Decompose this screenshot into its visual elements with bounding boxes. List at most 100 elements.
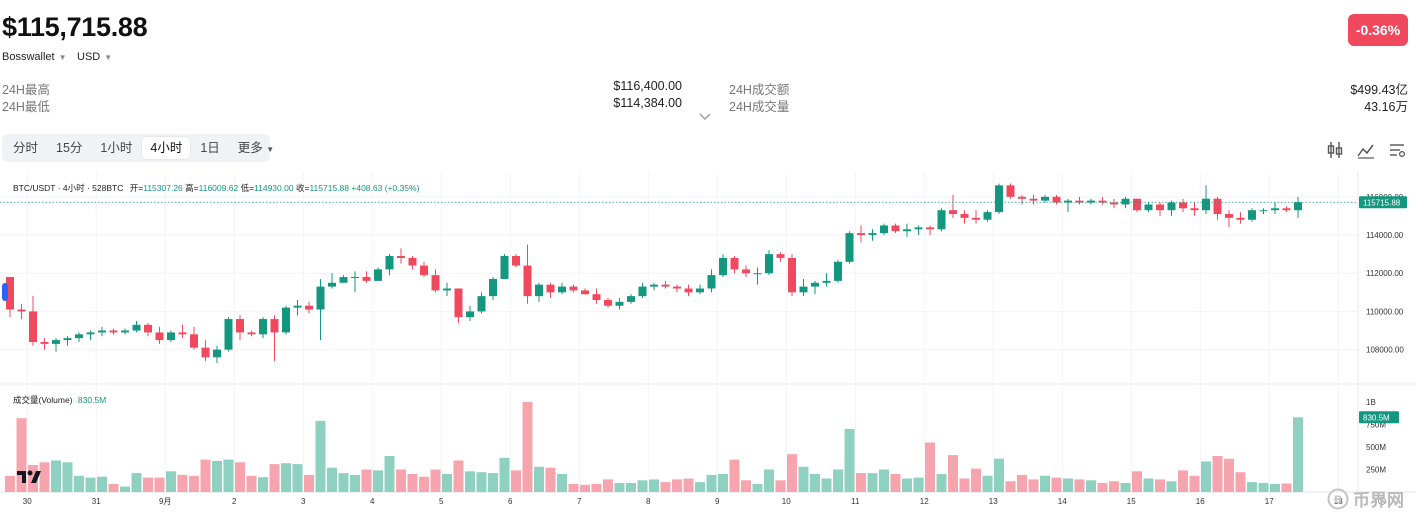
currency-selector[interactable]: USD ▼ <box>77 51 112 63</box>
current-volume-marker-label: 830.5M <box>1363 413 1390 422</box>
tradingview-logo <box>16 469 42 487</box>
price-chart[interactable]: 108000.00 110000.00 112000.00 114000.00 1160… <box>0 172 1416 517</box>
tab-15m[interactable]: 15分 <box>56 141 83 155</box>
volume-legend-value: 830.5M <box>77 395 107 405</box>
candle-body <box>799 286 808 293</box>
candle-body <box>1075 200 1084 203</box>
indicator-icon[interactable] <box>1356 140 1376 160</box>
candle-body <box>523 265 532 297</box>
tab-more[interactable]: 更多 ▼ <box>230 137 282 159</box>
volume-bar <box>522 402 533 492</box>
volume-bar <box>890 474 901 492</box>
low-label: 24H最低 <box>2 100 50 114</box>
volume-bar <box>1224 458 1234 492</box>
time-tick-label: 9 <box>715 497 720 506</box>
volume-bar <box>971 468 981 492</box>
volume-bar <box>603 479 613 492</box>
volume-bar <box>350 474 360 492</box>
price-tick-label: 114000.00 <box>1366 231 1404 240</box>
volume-bar <box>200 459 211 492</box>
volume-bar <box>212 460 222 492</box>
chart-canvas[interactable]: 108000.00 110000.00 112000.00 114000.00 1160… <box>0 172 1416 517</box>
volume-value: 43.16万 <box>1364 100 1408 114</box>
volume-bar <box>5 475 15 492</box>
volume-bar <box>51 460 61 492</box>
time-tick-label: 30 <box>23 497 32 506</box>
tab-time-share[interactable]: 分时 <box>13 141 39 155</box>
candle-body <box>293 305 302 308</box>
time-tick-label: 2 <box>232 497 237 506</box>
time-tick-label: 4 <box>370 497 375 506</box>
exchange-label: Bosswallet <box>2 51 55 63</box>
volume-bar <box>718 474 728 492</box>
candle-body <box>431 275 440 291</box>
volume-bar <box>281 463 291 492</box>
caret-down-icon: ▼ <box>266 145 275 154</box>
candle-body <box>155 332 164 341</box>
candle-body <box>178 332 187 335</box>
volume-bar <box>1178 470 1188 492</box>
tab-4h[interactable]: 4小时 <box>142 137 191 159</box>
candle-body <box>201 347 210 358</box>
chart-settings-icon[interactable] <box>1387 140 1407 160</box>
price-change-badge: -0.36% <box>1348 14 1408 46</box>
candle-body <box>1225 214 1233 218</box>
volume-bar <box>384 456 395 492</box>
candle-body <box>765 254 773 274</box>
candle-body <box>1087 200 1095 203</box>
volume-bar <box>1040 475 1050 492</box>
volume-bar <box>614 483 625 492</box>
volume-bar <box>1132 471 1142 492</box>
time-tick-label: 31 <box>92 497 101 506</box>
volume-bar <box>476 472 487 492</box>
candle-body <box>661 284 670 287</box>
volume-tick-label: 1B <box>1366 398 1376 407</box>
candle-body <box>845 233 854 262</box>
volume-bar <box>499 457 510 492</box>
legend-open-label: 开= <box>129 183 144 193</box>
candle-body <box>949 210 957 215</box>
chart-scroll-handle[interactable] <box>2 283 8 301</box>
candle-body <box>420 265 428 276</box>
currency-label: USD <box>77 51 101 63</box>
volume-bar <box>844 429 855 492</box>
volume-bar <box>959 478 970 492</box>
candle-body <box>1110 202 1118 205</box>
volume-bar <box>810 474 820 492</box>
candle-body <box>914 227 923 230</box>
more-label: 更多 <box>237 141 263 155</box>
candle-body <box>443 288 451 291</box>
volume-bar <box>1166 481 1177 492</box>
volume-bar <box>821 478 832 492</box>
low-value: $114,384.00 <box>613 96 682 110</box>
current-price: $115,715.88 <box>2 12 148 42</box>
volume-bar <box>695 482 705 492</box>
candle-body <box>960 214 969 218</box>
candle-body <box>1029 198 1038 201</box>
expand-chevron-icon[interactable] <box>699 110 711 124</box>
volume-bar <box>1028 479 1039 492</box>
candle-body <box>282 307 290 333</box>
volume-bar <box>361 469 372 492</box>
candlestick-settings-icon[interactable] <box>1325 140 1345 160</box>
volume-bar <box>1097 483 1108 492</box>
candle-body <box>385 256 394 270</box>
candle-body <box>109 330 118 333</box>
candle-body <box>1271 208 1279 211</box>
candle-body <box>1041 196 1049 201</box>
candle-body <box>1202 198 1210 211</box>
current-volume-marker <box>1359 411 1399 424</box>
tab-1d[interactable]: 1日 <box>200 141 220 155</box>
volume-bar <box>315 420 326 492</box>
time-tick-label: 7 <box>577 497 582 506</box>
volume-bar <box>982 475 993 492</box>
volume-bar <box>396 469 406 492</box>
volume-bar <box>189 475 199 492</box>
caret-down-icon: ▼ <box>104 52 113 62</box>
volume-bar <box>304 474 314 492</box>
candle-body <box>190 334 198 348</box>
tab-1h[interactable]: 1小时 <box>100 141 133 155</box>
exchange-selector[interactable]: Bosswallet ▼ <box>2 51 67 63</box>
candle-body <box>604 299 612 306</box>
volume-bar <box>1281 483 1292 492</box>
